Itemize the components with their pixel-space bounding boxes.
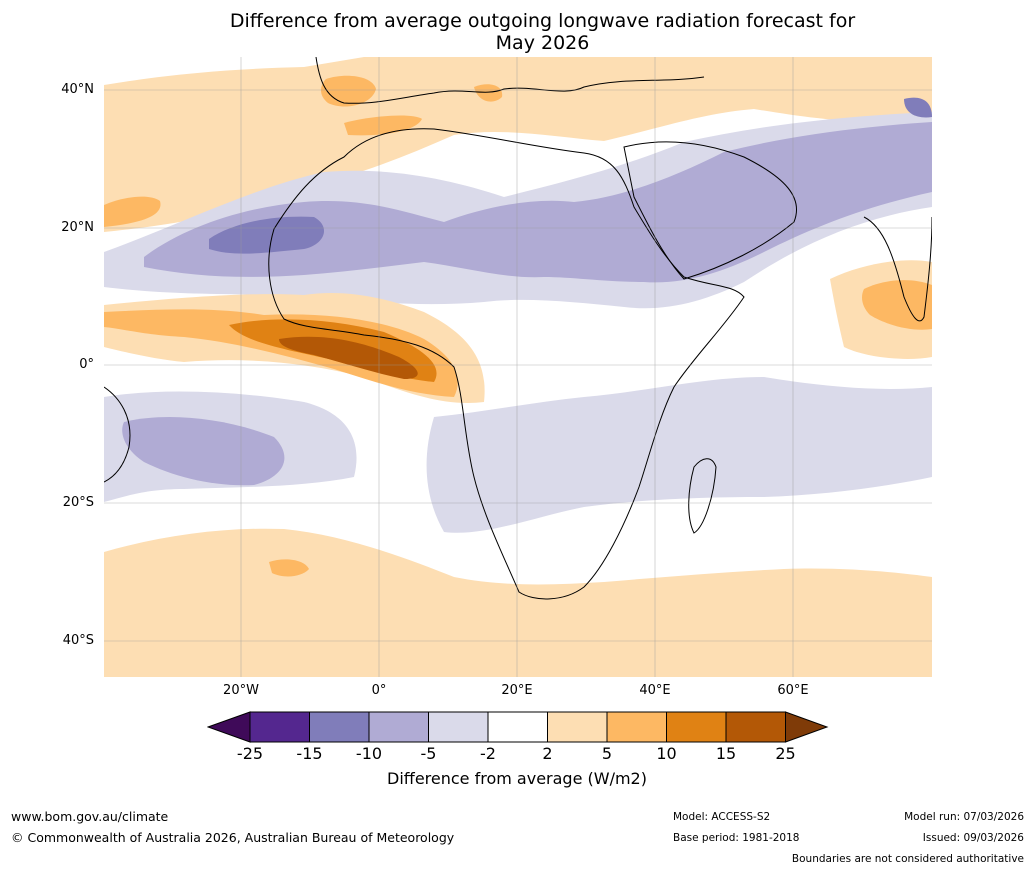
lat-label-0: 0° xyxy=(79,357,94,372)
colorbar-bin xyxy=(368,711,429,743)
issued-text: Issued: 09/03/2026 xyxy=(922,832,1024,844)
madagascar-coastline xyxy=(688,458,717,534)
colorbar-tick: 5 xyxy=(601,744,613,763)
map-panel[interactable] xyxy=(104,57,932,677)
africa-coastline xyxy=(268,128,745,600)
colorbar-tick: 2 xyxy=(542,744,553,763)
colorbar-bin xyxy=(725,711,786,743)
lon-label-0: 0° xyxy=(371,683,387,698)
model-run-text: Model run: 07/03/2026 xyxy=(904,811,1024,823)
anomaly-guinea-positive-4 xyxy=(279,336,418,379)
map-svg xyxy=(104,57,932,677)
colorbar-bin xyxy=(666,711,727,743)
anomaly-north-positive xyxy=(104,57,932,232)
colorbar-bin xyxy=(309,711,370,743)
colorbar-tick: -25 xyxy=(236,744,264,763)
lat-label-40s: 40°S xyxy=(62,633,94,648)
colorbar-bin xyxy=(606,711,667,743)
lon-label-40e: 40°E xyxy=(639,683,671,698)
gridlines xyxy=(104,57,932,677)
anomaly-atlantic-positive xyxy=(104,196,161,227)
colorbar-tick: -5 xyxy=(420,744,437,763)
map-title: Difference from average outgoing longwav… xyxy=(150,10,935,54)
colorbar-tick: -10 xyxy=(355,744,383,763)
model-text: Model: ACCESS-S2 xyxy=(673,811,771,823)
colorbar xyxy=(207,711,829,743)
colorbar-bin xyxy=(547,711,608,743)
lat-label-20s: 20°S xyxy=(62,495,94,510)
colorbar-bin xyxy=(428,711,489,743)
india-coastline xyxy=(863,216,932,322)
title-line-2: May 2026 xyxy=(495,32,590,54)
lon-label-20e: 20°E xyxy=(501,683,533,698)
anomaly-sahel-negative-2 xyxy=(144,122,932,283)
anomaly-southern-positive xyxy=(104,528,932,677)
colorbar-bin xyxy=(487,711,548,743)
south-america-coastline xyxy=(104,386,131,483)
anomaly-south-indian-negative xyxy=(426,377,932,533)
base-period-text: Base period: 1981-2018 xyxy=(673,832,800,844)
lon-label-20w: 20°W xyxy=(223,683,259,698)
colorbar-tick: 15 xyxy=(715,744,737,763)
copyright-text: © Commonwealth of Australia 2026, Austra… xyxy=(11,830,455,845)
anomaly-sahel-negative-3 xyxy=(209,216,325,254)
colorbar-title: Difference from average (W/m2) xyxy=(387,769,647,788)
colorbar-tick: 10 xyxy=(656,744,677,763)
europe-coastline xyxy=(315,57,705,104)
colorbar-tick: -2 xyxy=(480,744,496,763)
anomaly-caspian-negative xyxy=(904,97,932,118)
colorbar-bin xyxy=(249,711,310,743)
colorbar-bin-below-min xyxy=(207,711,251,743)
colorbar-tick: -15 xyxy=(296,744,323,763)
lat-label-40n: 40°N xyxy=(61,82,94,97)
anomaly-north-positive-3 xyxy=(474,84,503,102)
arabia-coastline xyxy=(623,141,797,280)
colorbar-bin-above-max xyxy=(785,711,829,743)
lat-label-20n: 20°N xyxy=(61,220,94,235)
anomaly-southern-positive-2 xyxy=(269,559,309,577)
anomaly-south-atlantic-negative-2 xyxy=(122,417,285,486)
colorbar-tick: 25 xyxy=(775,744,796,763)
lon-label-60e: 60°E xyxy=(777,683,809,698)
disclaimer-text: Boundaries are not considered authoritat… xyxy=(791,853,1024,865)
title-line-1: Difference from average outgoing longwav… xyxy=(229,10,856,32)
bom-climate-link[interactable]: www.bom.gov.au/climate xyxy=(11,809,169,824)
